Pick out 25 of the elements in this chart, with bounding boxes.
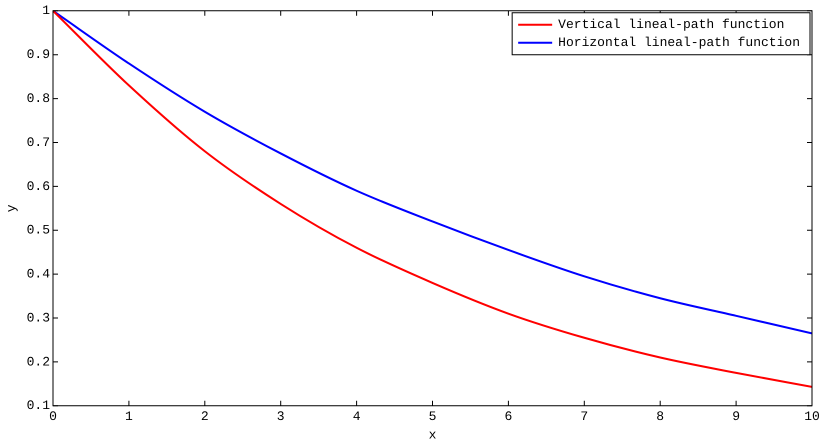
y-tick-label: 0.2 bbox=[26, 354, 50, 370]
x-tick-label: 1 bbox=[124, 409, 133, 424]
x-tick-label: 6 bbox=[504, 409, 512, 424]
x-axis-title: x bbox=[428, 428, 437, 443]
x-tick-label: 4 bbox=[352, 409, 361, 424]
x-tick-label: 2 bbox=[200, 409, 209, 424]
x-tick-label: 5 bbox=[428, 409, 436, 424]
y-axis-title: y bbox=[4, 204, 20, 212]
x-tick-label: 10 bbox=[804, 409, 820, 424]
y-tick-label: 0.9 bbox=[26, 47, 50, 62]
y-tick-label: 0.1 bbox=[26, 398, 50, 414]
y-tick-label: 0.8 bbox=[26, 91, 50, 106]
y-tick-label: 0.7 bbox=[26, 134, 50, 150]
x-tick-label: 9 bbox=[732, 409, 740, 424]
y-tick-label: 0.6 bbox=[26, 178, 50, 194]
x-tick-label: 7 bbox=[580, 409, 588, 424]
x-tick-label: 3 bbox=[276, 409, 285, 424]
y-tick-label: 1 bbox=[42, 3, 50, 18]
y-tick-label: 0.5 bbox=[26, 222, 50, 238]
x-tick-label: 0 bbox=[49, 409, 57, 424]
y-tick-label: 0.4 bbox=[26, 266, 50, 282]
legend-label: Vertical lineal-path function bbox=[558, 17, 784, 32]
y-tick-label: 0.3 bbox=[26, 310, 50, 326]
x-tick-label: 8 bbox=[656, 409, 664, 424]
legend-label: Horizontal lineal-path function bbox=[558, 35, 800, 50]
